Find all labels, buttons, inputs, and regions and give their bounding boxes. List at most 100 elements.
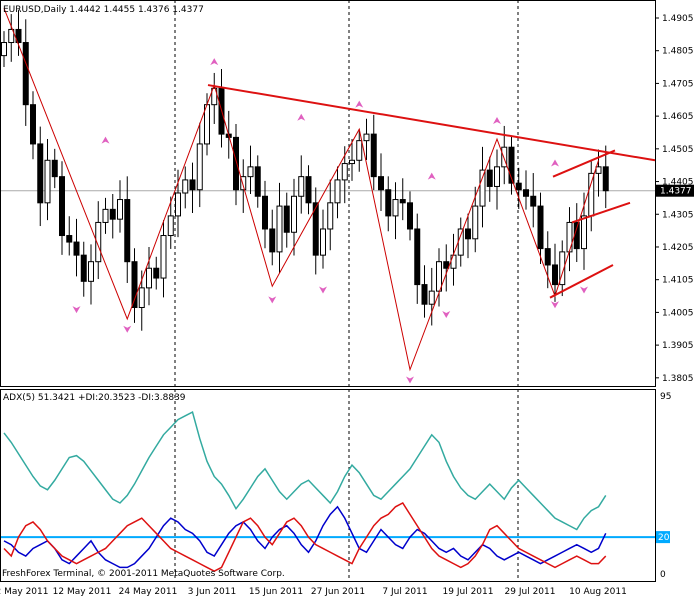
bull-candle	[1, 42, 7, 57]
fractal-down-marker	[319, 286, 327, 294]
adx-level-label-box	[656, 531, 670, 544]
bull-candle	[363, 133, 370, 142]
bull-candle	[428, 290, 435, 305]
fractal-up-marker	[297, 113, 306, 121]
fractal-up-marker	[101, 136, 110, 144]
bear-candle	[508, 146, 515, 184]
bear-candle	[254, 166, 261, 197]
bear-candle	[602, 166, 609, 192]
bull-candle	[349, 159, 355, 165]
fractal-down-marker	[551, 301, 559, 309]
bull-candle	[327, 202, 334, 230]
plus-di-line	[3, 505, 607, 569]
bear-candle	[80, 254, 87, 282]
bear-candle	[544, 248, 551, 266]
date-label: 7 Jul 2011	[382, 587, 427, 597]
price-tick-label: 1.4505	[662, 145, 694, 155]
date-label: 15 Jun 2011	[249, 587, 303, 597]
bull-candle	[392, 199, 399, 217]
bull-candle	[247, 166, 254, 178]
bear-candle	[385, 189, 392, 217]
bull-candle	[298, 176, 305, 197]
bull-candle	[276, 205, 283, 253]
fractal-up-marker	[551, 159, 559, 167]
bear-candle	[378, 176, 384, 191]
date-label: 29 Jul 2011	[505, 587, 556, 597]
bull-candle	[182, 179, 189, 194]
adx-level-label: 20	[658, 533, 670, 543]
bull-candle	[494, 166, 500, 187]
zigzag-line	[3, 7, 599, 372]
price-tick-label: 1.4405	[662, 178, 694, 188]
bear-candle	[370, 133, 377, 178]
fractal-down-marker	[580, 286, 588, 294]
date-label: 10 Aug 2011	[569, 587, 627, 597]
bear-candle	[443, 261, 450, 269]
bear-candle	[537, 205, 544, 250]
bear-candle	[399, 199, 406, 204]
main-chart-title: EURUSD,Daily 1.4442 1.4455 1.4376 1.4377	[3, 5, 204, 15]
fractal-down-marker	[406, 376, 414, 384]
bull-candle	[160, 235, 167, 279]
bull-candle	[472, 205, 479, 240]
bull-candle	[167, 215, 174, 237]
bull-candle	[457, 228, 464, 256]
fractal-up-marker	[493, 117, 501, 125]
bull-candle	[146, 267, 152, 289]
bear-candle	[486, 169, 493, 187]
bear-candle	[51, 159, 58, 178]
resistance-trendline	[207, 84, 656, 162]
fractal-down-marker	[123, 325, 132, 333]
bull-candle	[341, 163, 348, 181]
bear-candle	[15, 28, 22, 44]
bear-candle	[37, 143, 44, 204]
bull-candle	[588, 172, 595, 217]
fractal-up-marker	[427, 172, 436, 180]
bear-candle	[523, 189, 529, 197]
bull-candle	[102, 208, 109, 223]
indicator-panel-frame	[0, 389, 656, 582]
channel-upper-line	[552, 149, 616, 178]
price-tick-label: 1.4705	[662, 79, 694, 89]
bull-candle	[138, 287, 145, 308]
bull-candle	[88, 261, 94, 282]
bear-candle	[312, 202, 319, 256]
terminal-watermark: FreshForex Terminal, © 2001-2011 MetaQuo…	[2, 569, 285, 579]
minus-di-line	[3, 502, 607, 573]
channel-middle-line	[571, 201, 631, 224]
indicator-title: ADX(5) 51.3421 +DI:20.3523 -DI:3.8839	[3, 393, 186, 403]
bull-candle	[595, 166, 602, 174]
bear-candle	[414, 228, 421, 286]
bear-candle	[189, 179, 196, 191]
bull-candle	[95, 221, 102, 263]
bear-candle	[30, 104, 36, 145]
bear-candle	[465, 228, 471, 240]
date-label: 19 Jul 2011	[443, 587, 494, 597]
adx-axis-min-label: 0	[660, 570, 666, 580]
bull-candle	[320, 228, 326, 256]
fractal-up-marker	[355, 100, 364, 108]
bear-candle	[305, 176, 312, 204]
date-label: 12 May 2011	[53, 587, 112, 597]
date-label: 24 May 2011	[119, 587, 178, 597]
adx-axis-max-label: 95	[660, 392, 671, 402]
fractal-up-marker	[210, 58, 219, 66]
bull-candle	[501, 146, 508, 168]
price-tick-label: 1.4205	[662, 243, 694, 253]
current-price-label: 1.4377	[660, 187, 692, 197]
bull-candle	[559, 251, 566, 286]
bull-candle	[175, 192, 181, 217]
bear-candle	[66, 235, 73, 243]
fractal-down-marker	[72, 306, 81, 314]
date-label: 27 Jun 2011	[311, 587, 365, 597]
bear-candle	[283, 205, 290, 233]
bull-candle	[479, 169, 486, 207]
bull-candle	[240, 176, 247, 191]
bear-candle	[22, 42, 29, 106]
bear-candle	[552, 264, 558, 286]
current-price-label-box	[656, 184, 694, 197]
price-tick-label: 1.4805	[662, 47, 694, 57]
